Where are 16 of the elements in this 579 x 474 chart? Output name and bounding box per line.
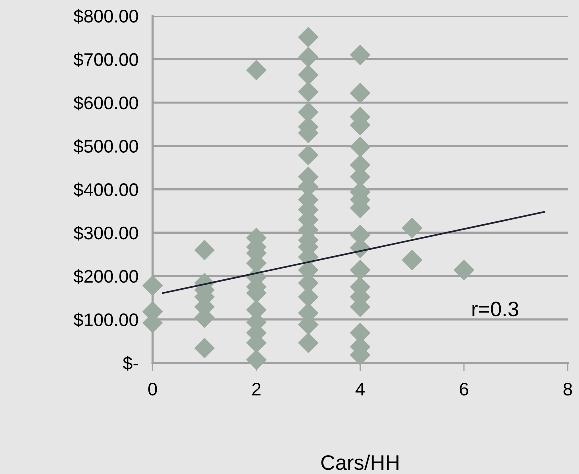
x-axis-title: Cars/HH	[322, 454, 399, 470]
x-tick-label: 4	[356, 383, 365, 396]
x-tick-label: 8	[564, 383, 572, 396]
x-tick-label: 6	[460, 383, 468, 396]
y-tick-label: $300.00	[74, 226, 138, 241]
annotation: r=0.3	[472, 302, 518, 317]
y-tick-label: $100.00	[74, 312, 138, 328]
y-tick-label: $400.00	[74, 182, 138, 198]
x-tick-label: 0	[148, 383, 158, 396]
x-tick-label: 2	[252, 383, 261, 396]
y-tick-label: $700.00	[74, 52, 138, 68]
y-tick-label: $600.00	[74, 96, 138, 111]
y-tick-label: $-	[123, 356, 138, 371]
y-tick-label: $200.00	[74, 270, 138, 284]
y-tick-label: $500.00	[74, 139, 138, 154]
y-tick-label: $800.00	[74, 9, 138, 24]
